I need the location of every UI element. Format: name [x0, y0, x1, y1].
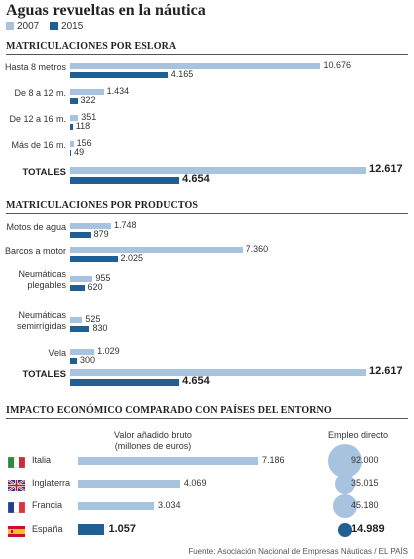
legend-swatch-2007 — [6, 22, 14, 31]
value-label: 118 — [75, 121, 91, 131]
total-bar-2015 — [70, 379, 180, 386]
category-label: Motos de agua — [6, 222, 66, 232]
value-label: 156 — [76, 138, 92, 148]
vab-bar-inglaterra — [78, 479, 180, 488]
totals-label: TOTALES — [22, 167, 66, 178]
legend-item-2007: 2007 — [6, 21, 39, 32]
bar-2015-vela — [70, 358, 78, 364]
bar-2015-de-12-a-16-m — [70, 124, 73, 130]
value-label: 955 — [95, 273, 111, 283]
vab-value-francia: 3.034 — [157, 499, 181, 510]
section-title-impacto: IMPACTO ECONÓMICO COMPARADO CON PAÍSES D… — [6, 405, 332, 416]
value-label: 7.360 — [245, 244, 269, 254]
category-label: Barcos a motor — [4, 246, 66, 256]
uk-flag-icon — [7, 478, 26, 492]
total-bar-2007 — [70, 369, 366, 376]
value-label: 322 — [80, 95, 96, 105]
value-label: 4.165 — [170, 69, 194, 79]
section-title-eslora: MATRICULACIONES POR ESLORA — [6, 41, 177, 52]
bar-2007-de-8-a-12-m — [70, 89, 104, 95]
employment-header: Empleo directo — [327, 430, 389, 440]
employment-value-francia: 45.180 — [351, 500, 379, 510]
legend-label-2007: 2007 — [17, 21, 40, 32]
bar-2007-neumaticas-semirrigidas — [70, 317, 83, 323]
value-label: 525 — [85, 314, 101, 324]
value-label: 49 — [74, 147, 85, 157]
vab-header: Valor añadido bruto (millones de euros) — [98, 430, 208, 452]
category-label: De 8 a 12 m. — [14, 88, 66, 98]
total-value-label: 4.654 — [182, 375, 210, 387]
category-label: Vela — [48, 348, 66, 358]
section-rule — [6, 418, 408, 419]
country-name-francia: Francia — [32, 499, 63, 510]
section-rule — [6, 54, 408, 55]
totals-label: TOTALES — [22, 369, 66, 380]
bar-2015-neumaticas-plegables — [70, 285, 85, 291]
vab-value-italia: 7.186 — [262, 454, 285, 465]
total-bar-2015 — [70, 177, 180, 184]
employment-bubble-inglaterra — [334, 473, 356, 495]
value-label: 830 — [92, 323, 108, 333]
legend-item-2015: 2015 — [50, 21, 83, 32]
vab-bar-espana — [78, 524, 105, 535]
employment-value-espana: 14.989 — [351, 523, 385, 535]
total-value-label: 12.617 — [369, 163, 403, 175]
category-label: Neumáticas plegables — [18, 269, 66, 290]
bar-2015-motos-de-agua — [70, 232, 91, 238]
vab-value-espana: 1.057 — [108, 522, 136, 535]
bar-2015-mas-de-16-m — [70, 150, 72, 156]
value-label: 10.676 — [323, 60, 351, 70]
category-label: Más de 16 m. — [11, 140, 66, 150]
bar-2007-neumaticas-plegables — [70, 276, 93, 282]
employment-bubble-espana — [338, 523, 352, 537]
section-title-productos: MATRICULACIONES POR PRODUCTOS — [6, 200, 198, 211]
italy-flag-icon — [7, 455, 26, 469]
spain-flag-icon — [8, 524, 25, 537]
bar-2007-hasta-8-metros — [70, 63, 321, 69]
bar-2007-de-12-a-16-m — [70, 115, 79, 121]
page-title: Aguas revueltas en la náutica — [6, 2, 206, 19]
value-label: 300 — [80, 355, 96, 365]
value-label: 1.434 — [106, 86, 130, 96]
category-label: De 12 a 16 m. — [9, 114, 66, 124]
value-label: 351 — [81, 112, 97, 122]
legend-label-2015: 2015 — [61, 21, 84, 32]
total-value-label: 4.654 — [182, 173, 210, 185]
bar-2015-neumaticas-semirrigidas — [70, 326, 90, 332]
section-rule — [6, 213, 408, 214]
employment-bubble-francia — [333, 494, 357, 518]
category-label: Neumáticas semirrígidas — [16, 310, 66, 331]
total-value-label: 12.617 — [369, 365, 403, 377]
bar-2007-vela — [70, 349, 95, 355]
source-note: Fuente: Asociación Nacional de Empresas … — [188, 547, 408, 556]
value-label: 1.748 — [114, 220, 137, 230]
vab-value-inglaterra: 4.069 — [183, 477, 207, 488]
value-label: 1.029 — [97, 346, 120, 356]
total-bar-2007 — [70, 167, 366, 174]
bar-2007-mas-de-16-m — [70, 141, 74, 147]
vab-bar-francia — [78, 501, 154, 510]
france-flag-icon — [7, 500, 26, 514]
legend-swatch-2015 — [50, 22, 59, 31]
vab-bar-italia — [78, 456, 258, 465]
employment-value-inglaterra: 35.015 — [351, 478, 379, 488]
bar-2015-de-8-a-12-m — [70, 98, 78, 104]
employment-value-italia: 92.000 — [351, 455, 379, 465]
bar-2007-barcos-a-motor — [70, 247, 243, 253]
value-label: 620 — [87, 282, 103, 292]
bar-2007-motos-de-agua — [70, 223, 111, 229]
legend: 2007 2015 — [6, 21, 91, 32]
value-label: 2.025 — [120, 253, 144, 263]
country-name-italia: Italia — [32, 454, 52, 465]
vab-header-text: Valor añadido bruto (millones de euros) — [114, 430, 192, 451]
bar-2015-hasta-8-metros — [70, 72, 168, 78]
country-name-inglaterra: Inglaterra — [32, 477, 71, 488]
category-label: Hasta 8 metros — [4, 62, 66, 72]
bar-2015-barcos-a-motor — [70, 256, 118, 262]
country-name-espana: España — [32, 523, 63, 534]
employment-bubble-italia — [328, 444, 362, 478]
value-label: 879 — [93, 229, 109, 239]
